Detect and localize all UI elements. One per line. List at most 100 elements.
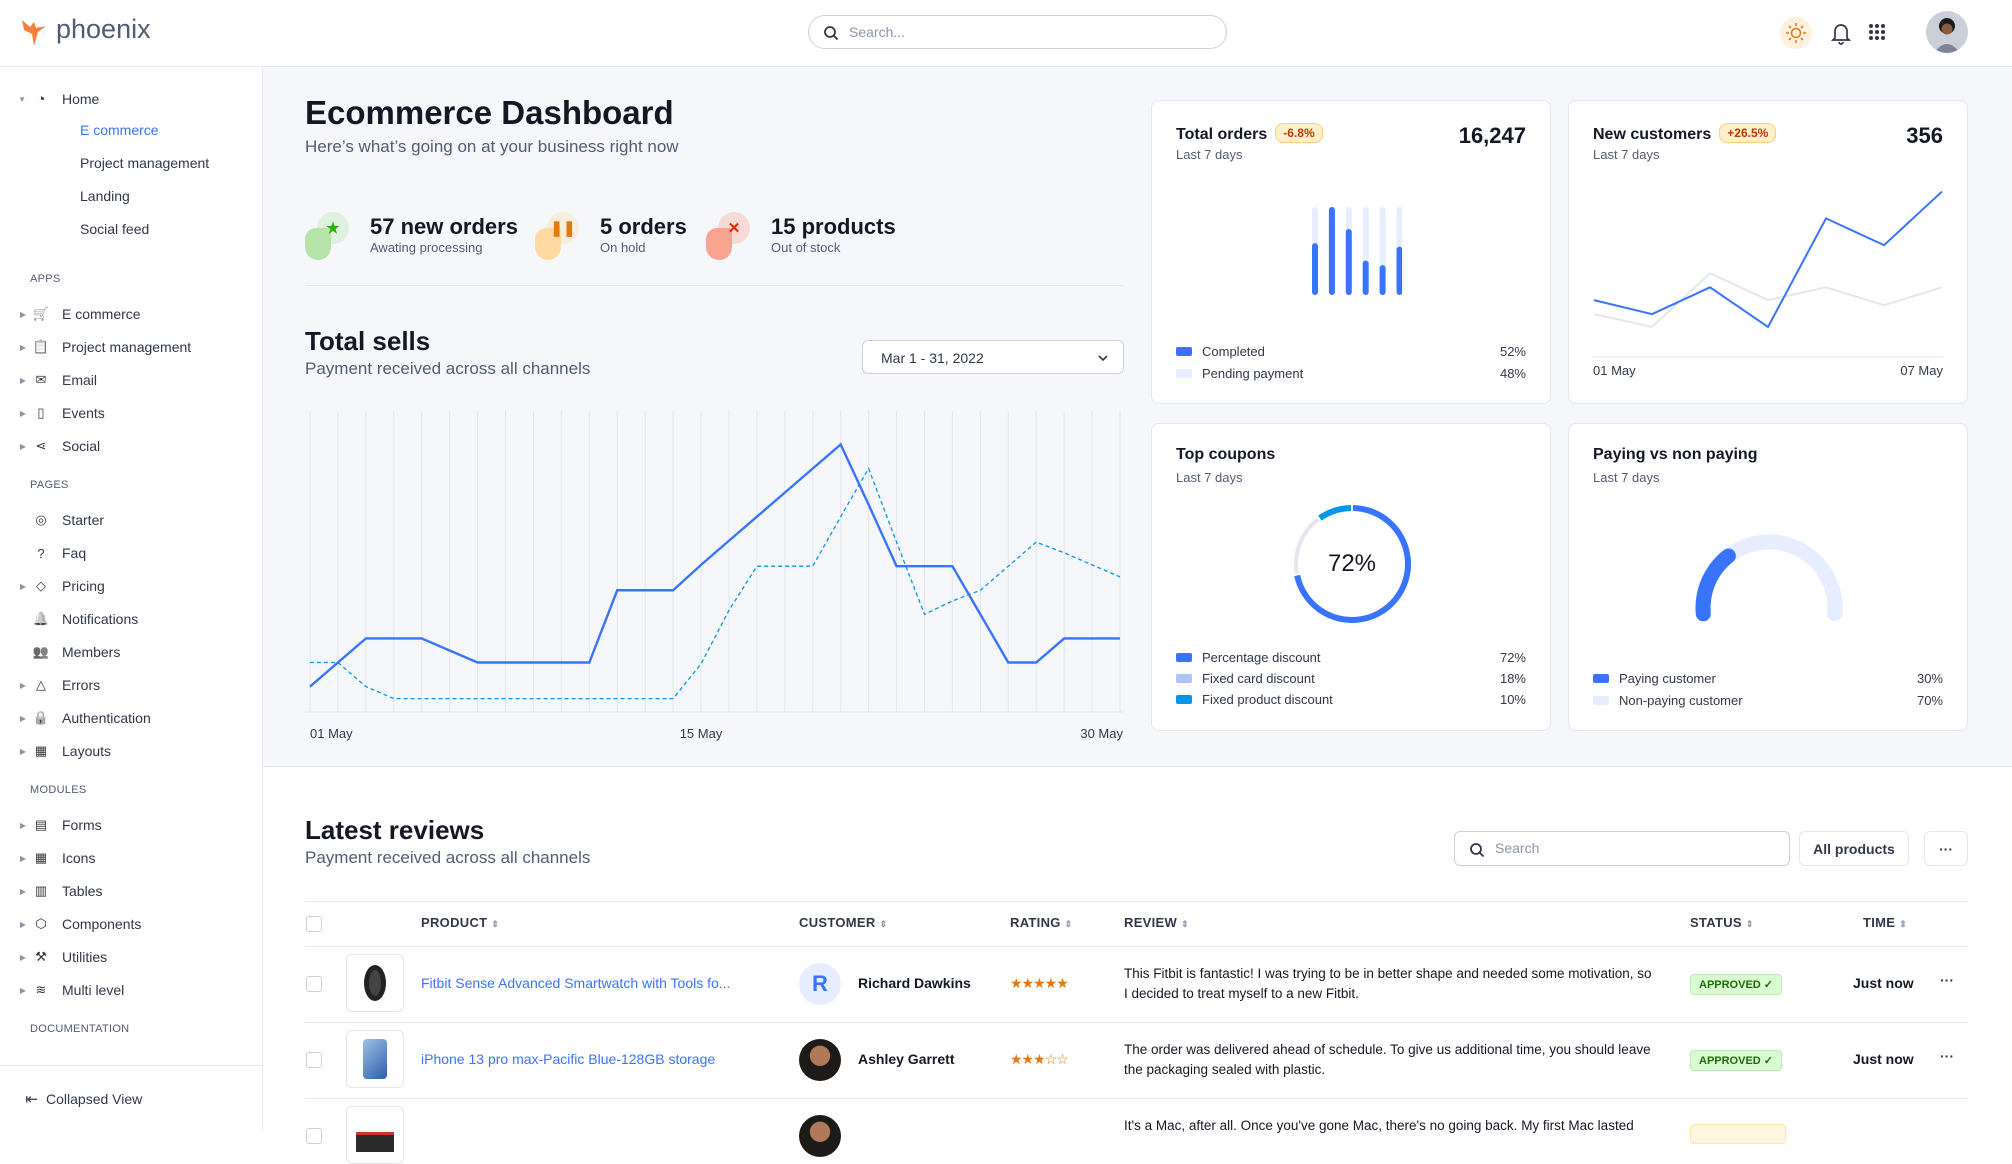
column-header-status[interactable]: STATUS ⇕ <box>1690 915 1754 930</box>
column-header-rating[interactable]: RATING ⇕ <box>1010 915 1073 930</box>
new-customers-value: 356 <box>1906 123 1943 148</box>
sidebar-item-starter[interactable]: ◎ Starter <box>0 505 262 535</box>
sidebar-item-email[interactable]: ▶ ✉ Email <box>0 365 262 395</box>
column-header-customer[interactable]: CUSTOMER ⇕ <box>799 915 887 930</box>
sidebar-item-icons[interactable]: ▶ ▦ Icons <box>0 843 262 873</box>
table-divider <box>305 946 1968 947</box>
caret-right-icon: ▶ <box>19 952 26 962</box>
sidebar-subitem[interactable]: E commerce <box>80 122 159 138</box>
phone-image-icon <box>363 1039 387 1079</box>
sidebar-item-components[interactable]: ▶ ⬡ Components <box>0 909 262 939</box>
sidebar-item-layouts[interactable]: ▶ ▦ Layouts <box>0 736 262 766</box>
row-checkbox[interactable] <box>306 1128 322 1144</box>
reviews-search[interactable] <box>1454 831 1790 866</box>
sidebar-item-errors[interactable]: ▶ △ Errors <box>0 670 262 700</box>
sidebar-item-members[interactable]: 👥 Members <box>0 637 262 667</box>
select-all-checkbox[interactable] <box>306 916 322 932</box>
sidebar <box>0 67 263 1130</box>
sidebar-item-events[interactable]: ▶ ▯ Events <box>0 398 262 428</box>
laptop-image-icon <box>356 1132 394 1152</box>
row-checkbox[interactable] <box>306 976 322 992</box>
legend-label: Pending payment <box>1202 365 1304 381</box>
sidebar-section-title: DOCUMENTATION <box>30 1023 130 1035</box>
sidebar-item-project-management[interactable]: ▶ 📋 Project management <box>0 332 262 362</box>
sidebar-item-label: Errors <box>62 677 101 693</box>
stat-icon-wrapper: ★ <box>305 210 353 262</box>
sidebar-subitem[interactable]: Social feed <box>80 221 150 237</box>
collapse-sidebar-button[interactable]: ⇤ Collapsed View <box>0 1084 262 1114</box>
sun-icon <box>1786 23 1806 43</box>
sidebar-item-pricing[interactable]: ▶ ◇ Pricing <box>0 571 262 601</box>
column-label: PRODUCT <box>421 915 488 930</box>
legend-item: Percentage discount 72% <box>1176 647 1526 667</box>
all-products-button[interactable]: All products <box>1799 831 1909 866</box>
column-header-review[interactable]: REVIEW ⇕ <box>1124 915 1189 930</box>
caret-right-icon: ▶ <box>19 713 26 723</box>
column-header-time[interactable]: TIME ⇕ <box>1863 915 1907 930</box>
sidebar-item-utilities[interactable]: ▶ ⚒ Utilities <box>0 942 262 972</box>
customer-name[interactable]: Richard Dawkins <box>858 975 971 991</box>
sidebar-item-notifications[interactable]: 🔔 Notifications <box>0 604 262 634</box>
sidebar-item-social[interactable]: ▶ ⋖ Social <box>0 431 262 461</box>
package-icon: ⬡ <box>35 916 47 931</box>
reviews-search-input[interactable] <box>1495 840 1775 856</box>
card-subtitle: Last 7 days <box>1593 470 1660 485</box>
column-label: TIME <box>1863 915 1896 930</box>
customer-avatar <box>799 1115 841 1157</box>
sidebar-item-home[interactable]: ▼ ◔ Home <box>0 84 262 114</box>
product-thumbnail[interactable] <box>346 954 404 1012</box>
reviews-title: Latest reviews <box>305 815 485 845</box>
caret-right-icon: ▶ <box>19 820 26 830</box>
bar-completed <box>1362 260 1369 295</box>
search-icon <box>1470 843 1485 858</box>
date-range-select[interactable]: Mar 1 - 31, 2022 <box>862 340 1124 374</box>
customer-name[interactable]: Ashley Garrett <box>858 1051 955 1067</box>
sidebar-item-label: Project management <box>62 339 192 355</box>
column-header-product[interactable]: PRODUCT ⇕ <box>421 915 499 930</box>
pie-chart-icon: ◔ <box>36 90 46 108</box>
users-icon: 👥 <box>32 644 50 659</box>
card-subtitle: Last 7 days <box>1593 147 1660 162</box>
row-checkbox[interactable] <box>306 1052 322 1068</box>
rating-stars: ★★★☆☆ <box>1010 1051 1069 1067</box>
sidebar-subitem[interactable]: Landing <box>80 188 130 204</box>
x-tick-label: 07 May <box>1900 363 1943 378</box>
caret-right-icon: ▶ <box>19 919 26 929</box>
sidebar-item-faq[interactable]: ? Faq <box>0 538 262 568</box>
user-avatar[interactable] <box>1926 11 1968 53</box>
sidebar-subitem[interactable]: Project management <box>80 155 210 171</box>
customers-series-previous <box>1593 272 1943 328</box>
x-tick-label: 01 May <box>310 726 353 741</box>
help-circle-icon: ? <box>37 545 45 561</box>
card-subtitle: Last 7 days <box>1176 147 1243 162</box>
donut-slice <box>1294 505 1411 623</box>
logo-text[interactable]: phoenix <box>56 14 151 44</box>
column-label: STATUS <box>1690 915 1742 930</box>
product-thumbnail[interactable] <box>346 1030 404 1088</box>
sidebar-item-label: Utilities <box>62 949 108 965</box>
sidebar-item-e-commerce[interactable]: ▶ 🛒 E commerce <box>0 299 262 329</box>
caret-right-icon: ▶ <box>19 746 26 756</box>
sidebar-item-authentication[interactable]: ▶ 🔒 Authentication <box>0 703 262 733</box>
status-badge: APPROVED ✓ <box>1690 1050 1783 1071</box>
bell-icon[interactable] <box>1831 21 1851 45</box>
bell-icon: 🔔 <box>32 611 50 626</box>
global-search-input[interactable] <box>849 24 1209 40</box>
more-options-button[interactable]: ··· <box>1924 831 1968 866</box>
sidebar-item-tables[interactable]: ▶ ▥ Tables <box>0 876 262 906</box>
stat-label: Awating processing <box>370 240 483 255</box>
row-actions-button[interactable]: ··· <box>1940 1048 1954 1064</box>
global-search[interactable] <box>808 15 1227 49</box>
product-link[interactable]: Fitbit Sense Advanced Smartwatch with To… <box>421 975 731 991</box>
apps-grid-icon[interactable] <box>1868 23 1886 41</box>
product-thumbnail[interactable] <box>346 1106 404 1164</box>
theme-toggle-button[interactable] <box>1780 17 1812 49</box>
new-customers-card: New customers +26.5% Last 7 days 356 01 M… <box>1568 100 1968 404</box>
gauge-value <box>1695 548 1736 622</box>
sidebar-item-multi-level[interactable]: ▶ ≋ Multi level <box>0 975 262 1005</box>
columns-icon: ▥ <box>34 883 48 898</box>
sidebar-item-forms[interactable]: ▶ ▤ Forms <box>0 810 262 840</box>
product-link[interactable]: iPhone 13 pro max-Pacific Blue-128GB sto… <box>421 1051 716 1067</box>
row-actions-button[interactable]: ··· <box>1940 972 1954 988</box>
lock-icon: 🔒 <box>32 710 50 725</box>
